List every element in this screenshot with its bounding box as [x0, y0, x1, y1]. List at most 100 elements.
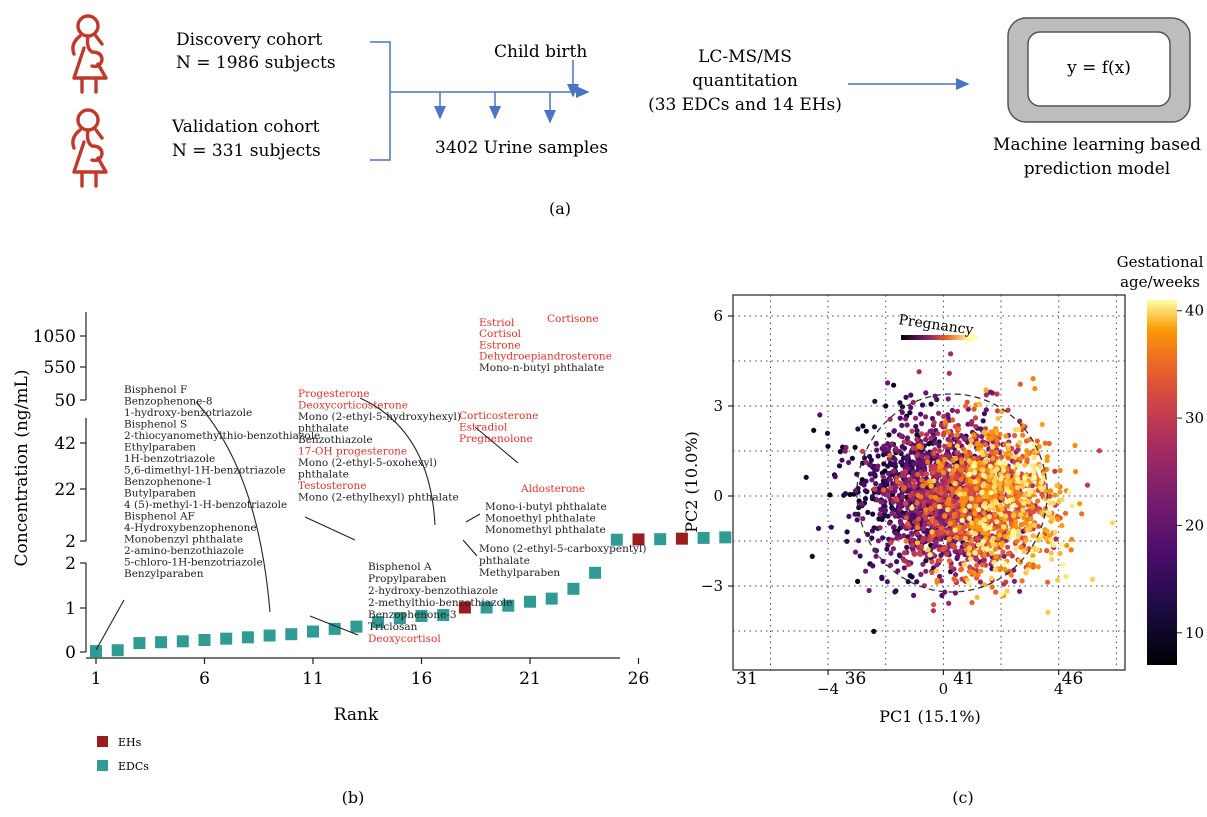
pca-point: [922, 521, 928, 527]
pca-point: [1039, 421, 1045, 428]
pca-point: [1012, 432, 1018, 439]
pca-point: [825, 443, 831, 449]
pca-point: [957, 548, 963, 554]
compound-label: Mono (2-ethylhexyl) phthalate: [298, 492, 459, 504]
pca-point: [852, 511, 858, 517]
compound-label: Triclosan: [368, 621, 418, 633]
pca-point: [1059, 496, 1065, 503]
pca-point: [992, 511, 999, 518]
pca-point: [887, 416, 893, 422]
lcms-label: quantitation: [692, 71, 798, 91]
pca-point: [987, 463, 994, 469]
pca-point: [916, 510, 922, 516]
pca-point: [1025, 499, 1031, 505]
pca-point: [876, 516, 882, 522]
caption-b: (b): [342, 788, 365, 807]
x-tick-label: 46: [1062, 669, 1084, 689]
pca-point: [1009, 485, 1015, 491]
pca-point: [1110, 520, 1116, 526]
pca-point: [894, 497, 900, 503]
pca-point: [944, 551, 950, 557]
pca-point: [931, 463, 937, 469]
validation-cohort-label: Validation cohort: [171, 117, 320, 137]
pca-point: [931, 502, 938, 508]
pca-point: [873, 440, 879, 446]
pca-point: [862, 496, 869, 502]
pca-point: [910, 399, 916, 405]
pca-point: [968, 443, 974, 449]
compound-label: Bisphenol S: [124, 419, 187, 431]
compound-label: Mono (2-ethyl-5-hydroxyhexyl): [298, 411, 461, 423]
pca-point: [946, 370, 952, 376]
pca-point: [933, 529, 939, 535]
pca-point: [849, 455, 856, 461]
pca-point: [1003, 579, 1009, 585]
pca-point: [954, 463, 960, 469]
pca-point: [949, 407, 956, 413]
pca-point: [914, 524, 921, 531]
pca-point: [989, 390, 996, 396]
pca-point: [923, 568, 929, 574]
pca-point: [973, 485, 979, 491]
pca-point: [987, 503, 993, 509]
compound-label: Bisphenol F: [124, 384, 187, 396]
pca-point: [968, 495, 974, 502]
pca-point: [1015, 470, 1021, 476]
pca-point: [901, 558, 907, 564]
pca-point: [928, 537, 934, 543]
pca-point: [989, 575, 995, 581]
edc-point: [480, 601, 493, 614]
pca-point: [875, 463, 881, 469]
pca-point: [1015, 426, 1022, 432]
confidence-ellipse: [856, 393, 1048, 593]
pca-point: [923, 390, 929, 396]
x-tick-label: 21: [519, 669, 541, 689]
pca-point: [963, 403, 969, 409]
pca-point: [975, 572, 981, 578]
y-tick-label: 50: [54, 391, 76, 411]
pca-point: [1028, 516, 1034, 522]
pca-point: [958, 476, 964, 482]
pca-point: [880, 473, 886, 480]
edc-point: [350, 620, 363, 633]
pca-point: [979, 562, 986, 568]
pca-point: [956, 426, 962, 432]
pca-point: [989, 584, 995, 590]
pca-point: [1001, 524, 1007, 530]
pca-point: [1030, 533, 1036, 539]
x-tick-label: 0: [939, 680, 949, 698]
compound-label: Mono-i-butyl phthalate: [485, 501, 607, 513]
pca-point: [809, 553, 815, 560]
pca-point: [1048, 488, 1054, 494]
pca-point: [910, 471, 917, 477]
pca-point: [828, 524, 834, 530]
pca-point: [1052, 492, 1058, 498]
pca-point: [954, 432, 960, 438]
pca-point: [891, 468, 897, 474]
pca-point: [1020, 507, 1026, 513]
pca-point: [1031, 508, 1037, 515]
pca-point: [893, 446, 899, 452]
pca-point: [906, 483, 912, 489]
pca-point: [1003, 478, 1009, 485]
pca-point: [934, 577, 940, 583]
pca-point: [994, 437, 1000, 443]
pca-point: [993, 449, 999, 455]
pca-point: [1054, 483, 1060, 489]
pca-point: [936, 504, 943, 510]
pca-point: [950, 417, 956, 423]
pca-point: [869, 477, 875, 483]
pca-point: [944, 529, 951, 535]
pca-point: [923, 471, 930, 477]
pca-point: [908, 515, 914, 521]
pca-point: [973, 424, 979, 430]
pca-point: [886, 446, 892, 452]
pca-point: [919, 453, 925, 459]
pca-point: [993, 428, 1000, 434]
pca-point: [938, 490, 944, 496]
pca-point: [870, 511, 876, 517]
compound-label: 2-hydroxy-benzothiazole: [368, 585, 498, 597]
pca-point: [966, 545, 973, 551]
